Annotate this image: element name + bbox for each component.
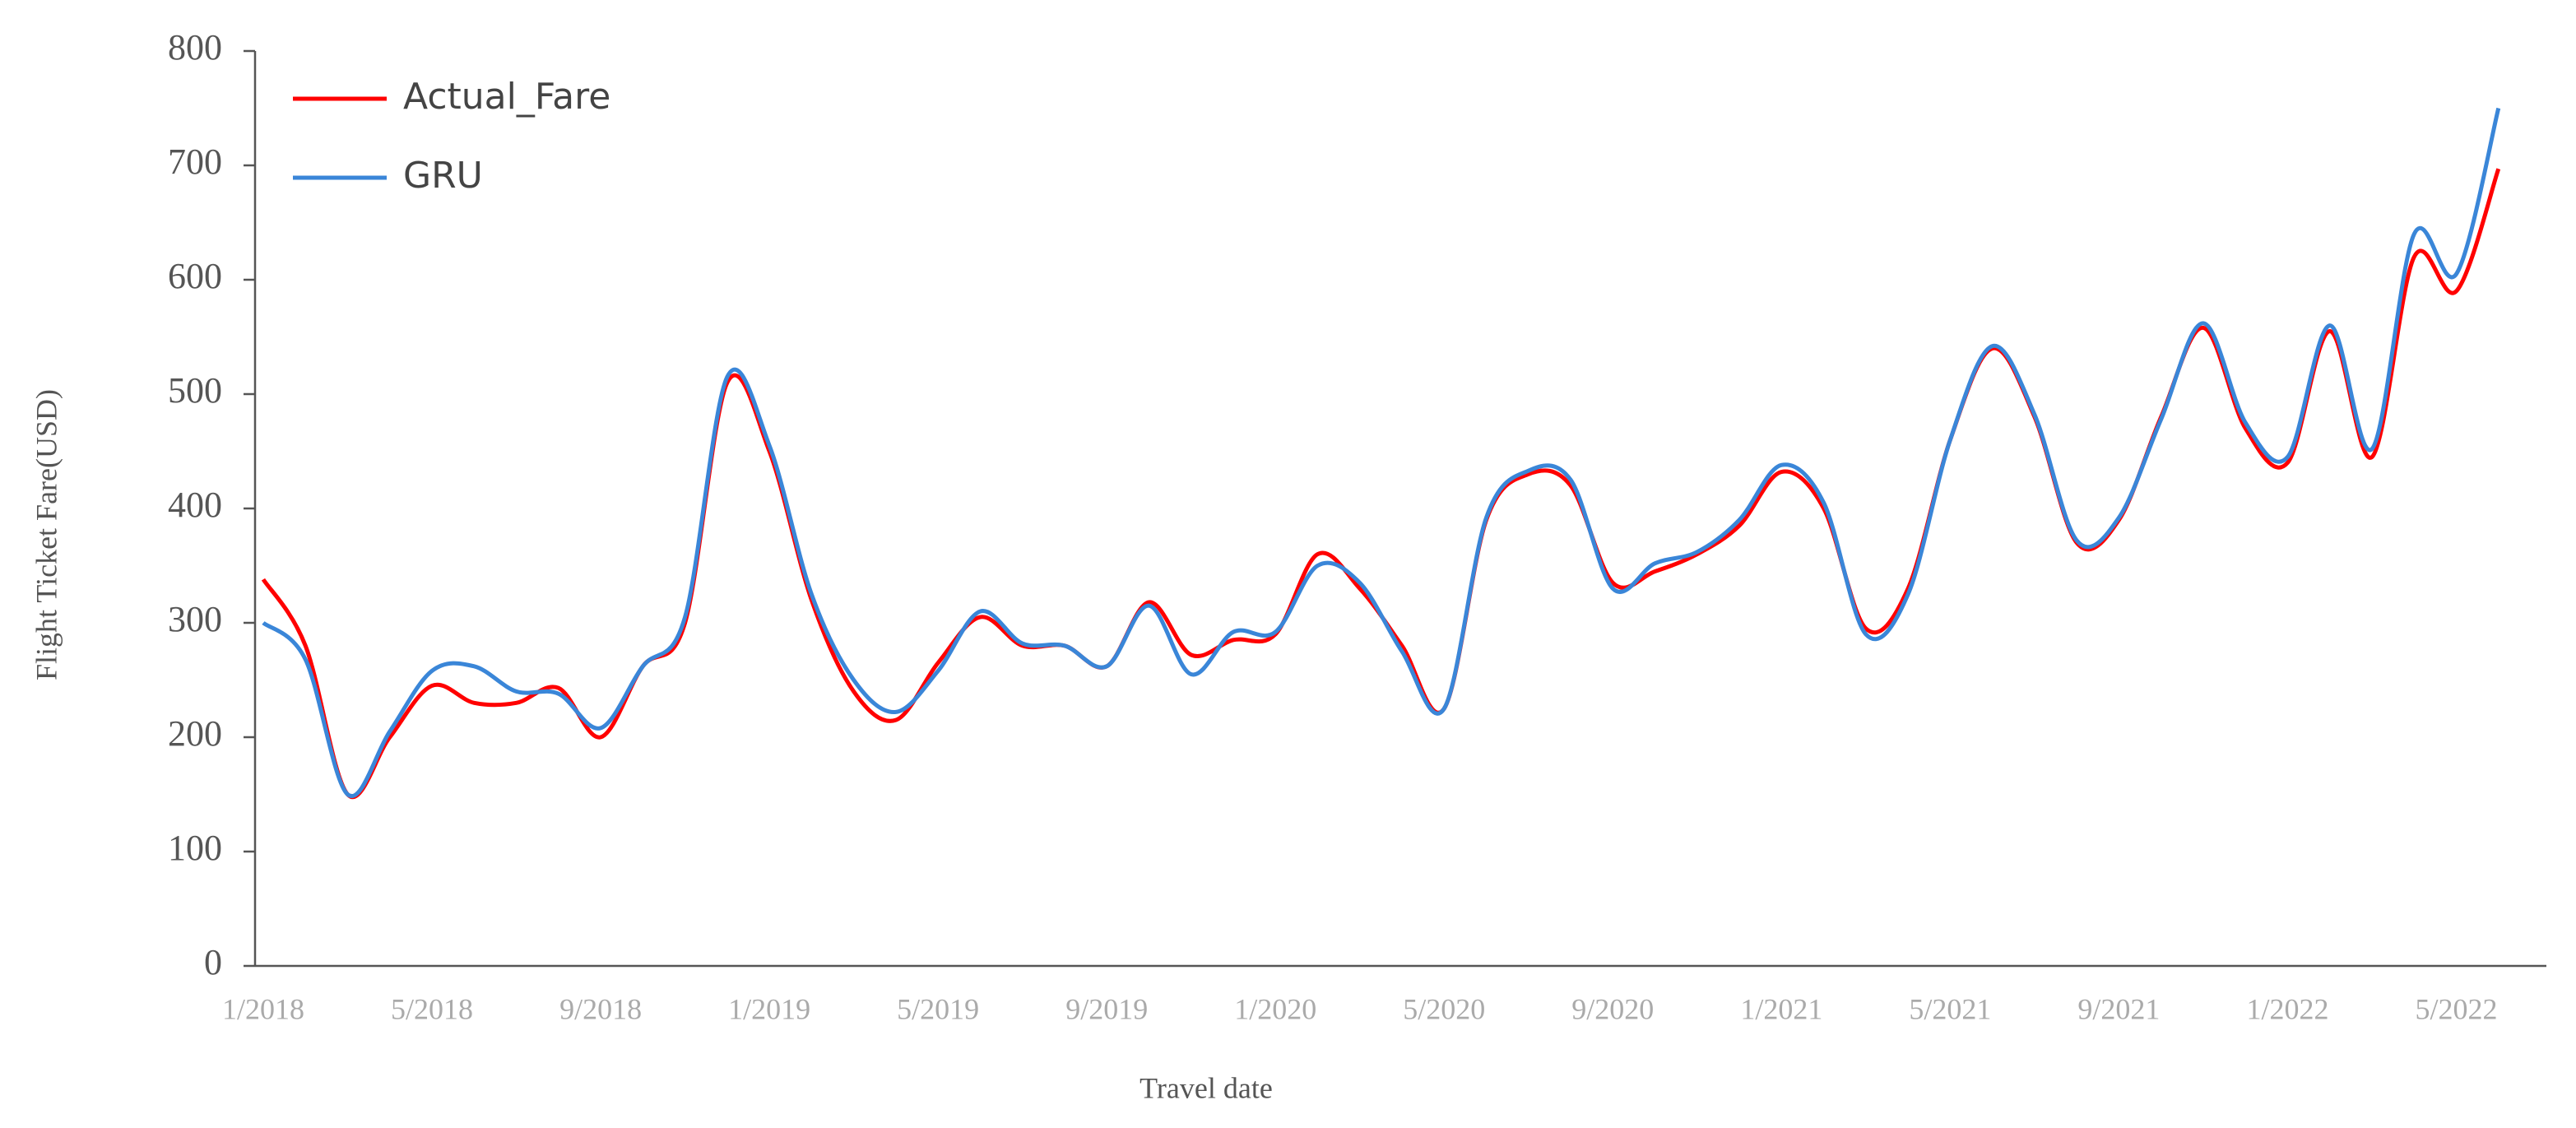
y-tick-label: 100 xyxy=(168,828,222,868)
y-tick-label: 600 xyxy=(168,256,222,296)
y-tick-label: 200 xyxy=(168,713,222,754)
y-axis-label: Flight Ticket Fare(USD) xyxy=(30,389,63,680)
legend-label: Actual_Fare xyxy=(403,76,610,118)
x-tick-label: 1/2020 xyxy=(1234,992,1316,1025)
x-tick-label: 1/2018 xyxy=(222,992,304,1025)
x-tick-label: 5/2020 xyxy=(1403,992,1485,1025)
x-axis-label: Travel date xyxy=(1139,1071,1273,1104)
x-tick-label: 1/2021 xyxy=(1740,992,1822,1025)
x-tick-label: 9/2019 xyxy=(1065,992,1148,1025)
line-series xyxy=(262,107,2501,799)
x-tick-label: 1/2019 xyxy=(728,992,810,1025)
x-tick-label: 5/2021 xyxy=(1909,992,1991,1025)
x-tick-label: 9/2021 xyxy=(2077,992,2160,1025)
y-tick-label: 300 xyxy=(168,599,222,639)
y-tick-label: 0 xyxy=(204,942,222,982)
y-tick-label: 500 xyxy=(168,370,222,411)
y-tick-label: 700 xyxy=(168,142,222,182)
x-tick-label: 5/2022 xyxy=(2416,992,2498,1025)
legend-label: GRU xyxy=(403,155,483,197)
x-tick-label: 5/2019 xyxy=(897,992,979,1025)
y-tick-label: 400 xyxy=(168,485,222,525)
line-series xyxy=(261,168,2501,799)
x-tick-label: 9/2020 xyxy=(1571,992,1654,1025)
x-tick-label: 5/2018 xyxy=(391,992,473,1025)
x-tick-label: 1/2022 xyxy=(2246,992,2328,1025)
y-tick-label: 800 xyxy=(168,27,222,67)
x-tick-label: 9/2018 xyxy=(559,992,642,1025)
